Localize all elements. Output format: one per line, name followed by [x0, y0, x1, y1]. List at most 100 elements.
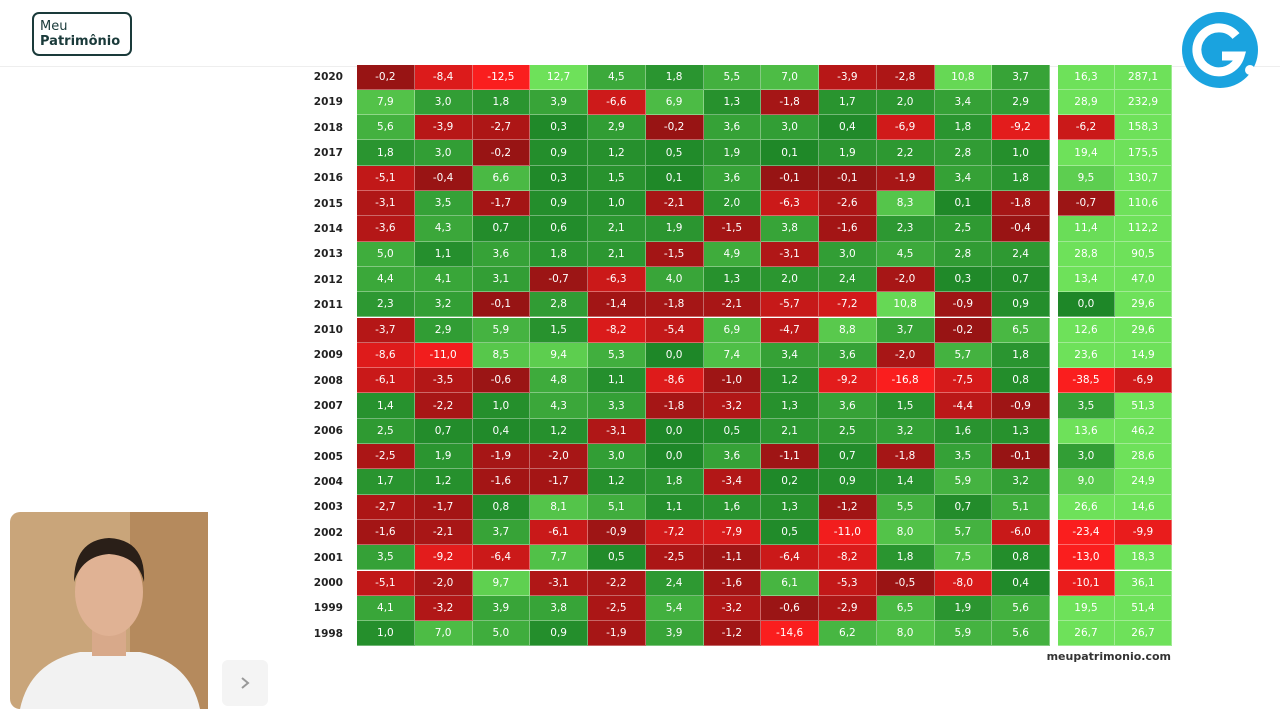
month-cell: -3,5: [414, 368, 473, 394]
webcam-video: [10, 512, 208, 709]
month-cell: -5,4: [645, 317, 704, 343]
month-cell: 1,2: [588, 140, 646, 166]
month-cell: -1,8: [761, 89, 819, 116]
total-cell: 175,5: [1115, 140, 1172, 166]
month-cell: 1,8: [876, 545, 935, 571]
month-cell: -1,9: [472, 444, 531, 470]
row-year: 2001: [313, 551, 343, 564]
month-cell: 3,0: [588, 444, 646, 470]
month-cell: -0,6: [472, 368, 531, 394]
month-cell: 0,8: [992, 545, 1050, 571]
row-year: 2008: [313, 374, 343, 387]
month-cell: -6,4: [761, 545, 819, 571]
next-button[interactable]: [222, 660, 268, 706]
month-cell: 6,1: [761, 570, 819, 596]
total-cell: 29,6: [1115, 292, 1172, 318]
month-cell: -4,7: [761, 317, 819, 343]
month-cell: 6,2: [819, 621, 877, 647]
brand-icon: [1182, 12, 1258, 88]
month-cell: 2,3: [357, 292, 415, 318]
month-cell: 3,9: [530, 89, 588, 116]
month-cell: 3,0: [414, 89, 473, 116]
month-cell: -8,0: [934, 570, 993, 596]
month-cell: 2,8: [934, 140, 993, 166]
month-cell: -3,4: [703, 469, 762, 495]
month-cell: 2,5: [357, 418, 415, 444]
month-cell: 2,3: [876, 216, 935, 242]
month-cell: 1,4: [357, 393, 415, 419]
month-cell: 1,8: [357, 140, 415, 166]
month-cell: 2,4: [992, 241, 1050, 267]
month-cell: -0,9: [588, 519, 646, 546]
month-cell: -0,1: [761, 165, 819, 191]
month-cell: -2,2: [414, 393, 473, 419]
month-cell: 3,6: [819, 342, 877, 369]
month-cell: 1,9: [414, 444, 473, 470]
month-cell: -2,0: [876, 342, 935, 369]
total-cell: 158,3: [1115, 115, 1172, 141]
month-cell: 2,1: [588, 241, 646, 267]
row-year: 2014: [313, 222, 343, 235]
month-cell: 7,5: [934, 545, 993, 571]
month-cell: 3,8: [761, 216, 819, 242]
month-cell: 9,4: [530, 342, 588, 369]
month-cell: 5,9: [934, 469, 993, 495]
row-year: 2006: [313, 425, 343, 438]
month-cell: 0,9: [530, 191, 588, 217]
month-cell: -1,0: [703, 368, 762, 394]
month-cell: -3,2: [703, 393, 762, 419]
total-cell: 14,9: [1115, 342, 1172, 369]
month-cell: -0,2: [934, 317, 993, 343]
month-cell: 1,0: [472, 393, 531, 419]
row-year: 2010: [313, 324, 343, 337]
total-cell: 9,5: [1058, 165, 1115, 191]
month-cell: 3,7: [472, 519, 531, 546]
month-cell: 1,3: [703, 266, 762, 293]
month-cell: -14,6: [761, 621, 819, 647]
month-cell: 1,8: [530, 241, 588, 267]
month-cell: 8,5: [472, 342, 531, 369]
month-cell: 2,9: [992, 89, 1050, 116]
row-year: 2007: [313, 400, 343, 413]
month-cell: 8,8: [819, 317, 877, 343]
month-cell: 3,2: [414, 292, 473, 318]
month-cell: -0,9: [934, 292, 993, 318]
total-cell: 28,8: [1058, 241, 1115, 267]
month-cell: 7,4: [703, 342, 762, 369]
month-cell: 0,7: [992, 266, 1050, 293]
month-cell: -1,7: [414, 494, 473, 520]
month-cell: 6,5: [876, 595, 935, 622]
month-cell: -3,1: [588, 418, 646, 444]
month-cell: -3,2: [414, 595, 473, 622]
month-cell: -1,7: [472, 191, 531, 217]
month-cell: 0,1: [645, 165, 704, 191]
month-cell: 1,3: [761, 494, 819, 520]
month-cell: 3,5: [934, 444, 993, 470]
month-cell: 3,4: [934, 89, 993, 116]
month-cell: -0,2: [472, 140, 531, 166]
month-cell: 1,0: [992, 140, 1050, 166]
month-cell: 1,8: [645, 469, 704, 495]
month-cell: -2,8: [876, 64, 935, 90]
row-year: 2012: [313, 273, 343, 286]
row-year: 1998: [313, 627, 343, 640]
month-cell: -1,6: [472, 469, 531, 495]
month-cell: -6,1: [357, 368, 415, 394]
month-cell: 2,1: [761, 418, 819, 444]
month-cell: 1,7: [357, 469, 415, 495]
month-cell: 1,0: [357, 621, 415, 647]
month-cell: 7,9: [357, 89, 415, 116]
month-cell: -6,4: [472, 545, 531, 571]
total-cell: 26,7: [1115, 621, 1172, 647]
month-cell: -5,1: [357, 570, 415, 596]
month-cell: 3,2: [876, 418, 935, 444]
month-cell: 1,0: [588, 191, 646, 217]
month-cell: -1,6: [703, 570, 762, 596]
month-cell: 2,0: [876, 89, 935, 116]
month-cell: 2,5: [934, 216, 993, 242]
total-cell: 18,3: [1115, 545, 1172, 571]
month-cell: 7,7: [530, 545, 588, 571]
month-cell: -3,7: [357, 317, 415, 343]
month-cell: 4,5: [588, 64, 646, 90]
